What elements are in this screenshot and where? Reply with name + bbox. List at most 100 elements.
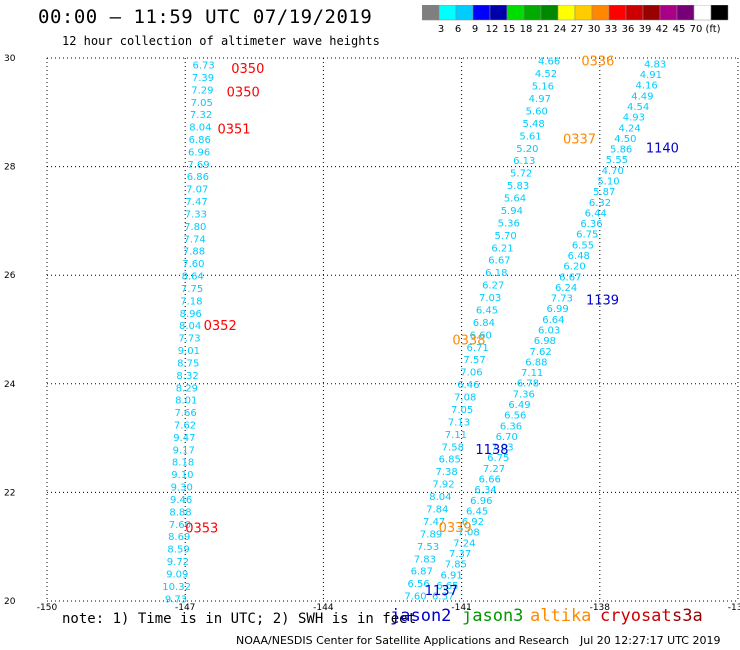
swh-point-track-3: 6.49 — [508, 400, 530, 411]
swh-point-track-1: 7.69 — [187, 160, 209, 171]
chart-subtitle: 12 hour collection of altimeter wave hei… — [62, 34, 380, 48]
swh-point-track-1: 7.60 — [169, 520, 191, 531]
swh-point-track-1: 9.10 — [171, 470, 193, 481]
swh-point-track-2: 7.13 — [448, 417, 470, 428]
swh-point-track-2: 5.64 — [504, 194, 526, 205]
x-tick-label: -150 — [37, 603, 58, 613]
swh-point-track-1: 8.32 — [176, 371, 198, 382]
swh-point-track-2: 7.03 — [479, 293, 501, 304]
swh-point-track-2: 5.60 — [526, 106, 548, 117]
swh-point-track-2: 6.71 — [467, 343, 489, 354]
pass-time-annotation: 0339 — [439, 521, 472, 536]
footer-note: note: 1) Time is in UTC; 2) SWH is in fe… — [62, 611, 417, 627]
swh-point-track-3: 6.20 — [563, 262, 585, 273]
legend-label: 6 — [455, 24, 461, 35]
swh-point-track-1: 8.69 — [168, 532, 190, 543]
pass-time-annotation: 0352 — [204, 319, 237, 334]
swh-point-track-3: 6.36 — [580, 219, 602, 230]
swh-point-track-2: 5.48 — [522, 119, 544, 130]
mission-jason2: jason2 — [390, 606, 452, 626]
swh-point-track-3: 4.70 — [602, 166, 624, 177]
swh-point-track-2: 5.72 — [510, 169, 532, 180]
swh-point-track-3: 6.56 — [504, 411, 526, 422]
swh-point-track-1: 8.04 — [179, 321, 201, 332]
swh-point-track-3: 6.88 — [525, 357, 547, 368]
swh-point-track-3: 6.64 — [542, 315, 564, 326]
swh-point-track-2: 7.38 — [435, 467, 457, 478]
swh-point-track-3: 6.32 — [589, 198, 611, 209]
swh-point-track-1: 7.88 — [183, 247, 205, 258]
swh-point-track-3: 6.48 — [568, 251, 590, 262]
swh-point-track-2: 6.67 — [488, 256, 510, 267]
swh-point-track-3: 6.98 — [534, 336, 556, 347]
mission-cryosat: cryosat — [600, 606, 672, 626]
swh-point-track-1: 7.47 — [185, 197, 207, 208]
swh-point-track-1: 7.18 — [180, 296, 202, 307]
swh-point-track-3: 6.75 — [487, 453, 509, 464]
swh-point-track-1: 8.04 — [189, 123, 211, 134]
swh-point-track-1: 7.39 — [192, 73, 214, 84]
legend-label: 36 — [622, 24, 635, 35]
swh-point-track-2: 7.05 — [451, 405, 473, 416]
x-tick-label: -144 — [313, 603, 334, 613]
swh-point-track-1: 9.09 — [166, 569, 188, 580]
swh-point-track-3: 6.70 — [496, 432, 518, 443]
swh-point-track-3: 7.27 — [483, 464, 505, 475]
pass-time-annotation: 0336 — [581, 55, 614, 70]
swh-point-track-3: 6.03 — [538, 326, 560, 337]
swh-point-track-3: 7.73 — [551, 294, 573, 305]
pass-time-annotation: 0350 — [231, 62, 264, 77]
y-tick-label: 28 — [4, 163, 16, 173]
swh-point-track-3: 6.45 — [466, 506, 488, 517]
swh-point-track-3: 5.87 — [593, 187, 615, 198]
swh-point-track-2: 7.60 — [404, 592, 426, 603]
swh-point-track-3: 6.36 — [500, 421, 522, 432]
swh-point-track-1: 8.64 — [182, 272, 204, 283]
swh-point-track-2: 7.08 — [454, 393, 476, 404]
swh-point-track-3: 4.16 — [635, 81, 657, 92]
mission-altika: altika — [530, 606, 592, 626]
swh-point-track-2: 6.45 — [476, 305, 498, 316]
swh-point-track-3: 6.96 — [470, 496, 492, 507]
swh-point-track-2: 6.27 — [482, 281, 504, 292]
swh-point-track-3: 5.10 — [597, 177, 619, 188]
legend-label: 30 — [588, 24, 601, 35]
swh-point-track-1: 9.30 — [171, 483, 193, 494]
swh-point-track-2: 7.89 — [420, 529, 442, 540]
swh-point-track-1: 10.32 — [162, 582, 191, 593]
swh-point-track-1: 8.59 — [167, 545, 189, 556]
swh-point-track-3: 7.08 — [457, 528, 479, 539]
swh-point-track-1: 7.33 — [185, 209, 207, 220]
swh-point-track-2: 7.53 — [417, 542, 439, 553]
swh-point-track-3: 6.67 — [559, 272, 581, 283]
y-tick-label: 30 — [4, 54, 16, 64]
swh-point-track-2: 7.47 — [423, 517, 445, 528]
swh-point-track-3: 4.50 — [614, 134, 636, 145]
swh-point-track-3: 6.66 — [479, 474, 501, 485]
swh-point-track-1: 7.60 — [182, 259, 204, 270]
swh-point-track-3: 4.83 — [644, 59, 666, 70]
swh-point-track-2: 6.85 — [439, 455, 461, 466]
legend-label: 33 — [605, 24, 618, 35]
mission-s3a: s3a — [672, 606, 703, 626]
y-tick-label: 22 — [4, 488, 15, 498]
swh-point-track-1: 7.80 — [184, 222, 206, 233]
swh-point-track-3: 6.44 — [585, 208, 607, 219]
swh-point-track-1: 6.86 — [189, 135, 211, 146]
swh-point-track-1: 7.75 — [181, 284, 203, 295]
legend-label: 27 — [571, 24, 584, 35]
y-tick-label: 24 — [4, 380, 16, 390]
swh-point-track-1: 8.29 — [176, 383, 198, 394]
swh-point-track-2: 5.16 — [532, 82, 554, 93]
swh-point-track-3: 6.99 — [546, 304, 568, 315]
pass-time-annotation: 0351 — [217, 123, 250, 138]
legend-label: 21 — [537, 24, 550, 35]
x-tick-label: -141 — [451, 603, 471, 613]
swh-point-track-1: 7.05 — [191, 98, 213, 109]
swh-point-track-2: 4.66 — [538, 57, 560, 68]
swh-point-track-1: 9.47 — [173, 433, 195, 444]
swh-point-track-3: 7.85 — [445, 560, 467, 571]
swh-point-track-2: 7.57 — [463, 355, 485, 366]
pass-time-annotation: 0353 — [185, 522, 218, 537]
swh-point-track-1: 7.66 — [174, 408, 196, 419]
